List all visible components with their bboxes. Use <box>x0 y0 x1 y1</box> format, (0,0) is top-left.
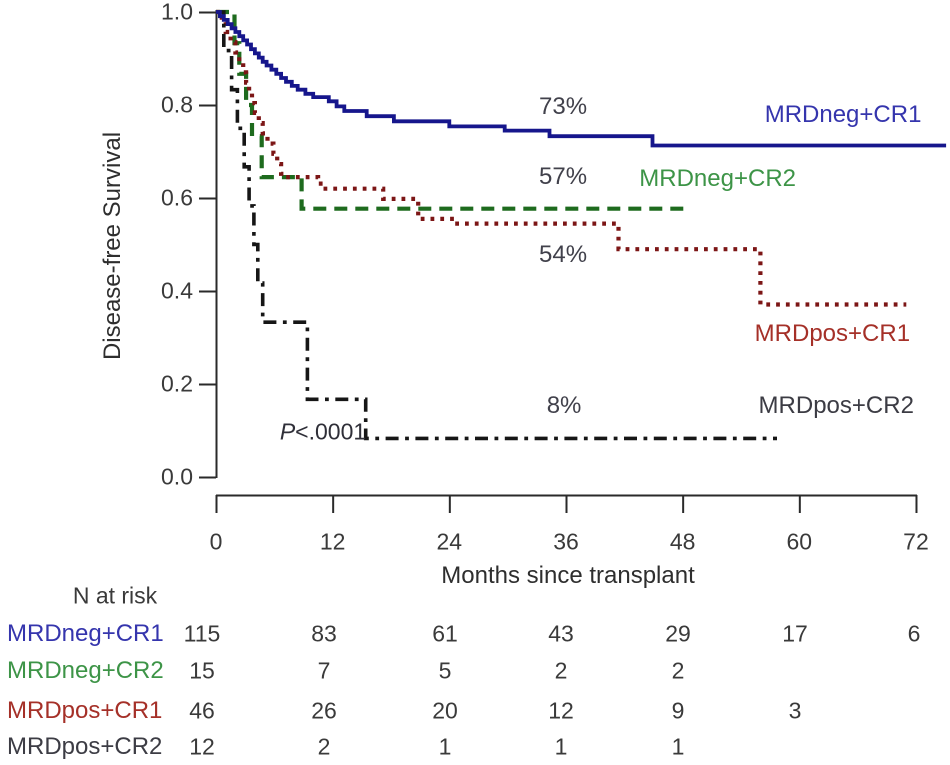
x-axis-title: Months since transplant <box>441 562 695 589</box>
risk-row-label-MRDneg+CR2: MRDneg+CR2 <box>7 657 164 684</box>
y-tick-label: 0.0 <box>161 463 193 490</box>
p-value-label: P<.0001 <box>280 419 366 446</box>
risk-count-MRDpos+CR2-m0: 12 <box>189 733 215 760</box>
curve-label-MRDneg+CR2: MRDneg+CR2 <box>639 164 797 192</box>
risk-row-label-MRDpos+CR2: MRDpos+CR2 <box>7 733 163 760</box>
x-tick-label: 0 <box>209 528 223 555</box>
x-tick-label: 36 <box>553 528 579 555</box>
risk-count-MRDpos+CR2-m48: 1 <box>671 733 685 760</box>
risk-count-MRDneg+CR2-m0: 15 <box>189 657 215 684</box>
risk-count-MRDpos+CR1-m48: 9 <box>671 697 685 724</box>
km-curve-MRDneg+CR1 <box>216 10 947 148</box>
y-tick-label: 0.4 <box>161 277 193 304</box>
risk-row-label-MRDpos+CR1: MRDpos+CR1 <box>7 697 163 724</box>
y-axis-title: Disease-free Survival <box>99 131 126 361</box>
y-tick-label: 0.2 <box>161 370 193 397</box>
risk-count-MRDpos+CR1-m0: 46 <box>189 697 215 724</box>
risk-count-MRDneg+CR1-m72: 6 <box>907 620 921 647</box>
p-value-italic-p: P <box>279 418 296 445</box>
y-tick-label: 0.8 <box>161 91 193 118</box>
risk-count-MRDneg+CR2-m12: 7 <box>317 657 331 684</box>
curve-label-MRDneg+CR1: MRDneg+CR1 <box>764 101 922 129</box>
risk-count-MRDpos+CR1-m36: 12 <box>548 697 574 724</box>
y-tick-label: 0.6 <box>161 184 193 211</box>
risk-count-MRDneg+CR2-m48: 2 <box>671 657 685 684</box>
risk-count-MRDpos+CR2-m24: 1 <box>438 733 452 760</box>
x-tick-label: 12 <box>319 528 346 555</box>
risk-count-MRDpos+CR1-m24: 20 <box>432 697 458 724</box>
pct-label-MRDneg+CR2: 57% <box>539 163 588 191</box>
risk-count-MRDpos+CR2-m36: 1 <box>554 733 568 760</box>
x-tick-label: 60 <box>786 528 813 555</box>
risk-row-label-MRDneg+CR1: MRDneg+CR1 <box>7 620 164 647</box>
x-tick-label: 24 <box>436 528 463 555</box>
risk-count-MRDneg+CR1-m24: 61 <box>432 620 458 647</box>
risk-count-MRDpos+CR1-m12: 26 <box>311 697 337 724</box>
risk-count-MRDpos+CR1-m60: 3 <box>788 697 802 724</box>
risk-count-MRDneg+CR1-m0: 115 <box>183 620 221 647</box>
risk-count-MRDneg+CR1-m60: 17 <box>782 620 808 647</box>
km-plot-canvas <box>199 9 947 513</box>
y-tick-label: 1.0 <box>161 0 193 25</box>
risk-count-MRDneg+CR1-m12: 83 <box>311 620 337 647</box>
risk-count-MRDneg+CR2-m24: 5 <box>438 657 452 684</box>
pct-label-MRDneg+CR1: 73% <box>539 92 588 120</box>
curve-label-MRDpos+CR2: MRDpos+CR2 <box>758 391 914 419</box>
risk-count-MRDpos+CR2-m12: 2 <box>317 733 331 760</box>
p-value-rest: <.0001 <box>295 418 367 445</box>
x-tick-label: 48 <box>669 528 696 555</box>
risk-count-MRDneg+CR1-m48: 29 <box>665 620 691 647</box>
pct-label-MRDpos+CR2: 8% <box>546 391 582 419</box>
pct-label-MRDpos+CR1: 54% <box>539 241 588 269</box>
curve-label-MRDpos+CR1: MRDpos+CR1 <box>754 319 911 347</box>
km-curve-MRDpos+CR2 <box>216 10 777 441</box>
risk-count-MRDneg+CR1-m36: 43 <box>548 620 574 647</box>
risk-count-MRDneg+CR2-m36: 2 <box>554 657 568 684</box>
km-curve-MRDpos+CR1 <box>216 9 907 307</box>
risk-table-header: N at risk <box>72 582 158 609</box>
x-tick-label: 72 <box>903 528 929 555</box>
